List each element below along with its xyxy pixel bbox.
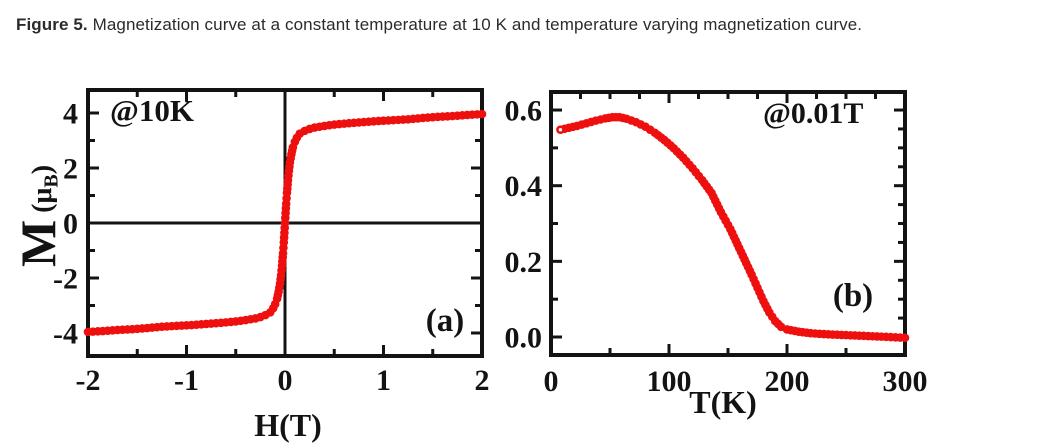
svg-text:-4: -4	[53, 318, 78, 351]
svg-text:-2: -2	[53, 263, 78, 296]
x-axis-label-temperature: T(K)	[689, 384, 757, 420]
svg-text:0.6: 0.6	[505, 95, 543, 128]
panel-a-label: (a)	[425, 303, 465, 339]
svg-text:-1: -1	[174, 364, 199, 397]
svg-text:2: 2	[475, 364, 490, 397]
svg-text:200: 200	[765, 365, 810, 398]
svg-text:0.2: 0.2	[505, 246, 543, 279]
svg-text:2: 2	[63, 152, 78, 185]
svg-text:4: 4	[63, 97, 78, 130]
figure-caption-text: Magnetization curve at a constant temper…	[87, 15, 863, 34]
svg-text:300: 300	[883, 365, 928, 398]
magnetization-vs-field-plot: -2 -1 0 1 2 -4 -2 0 2 4	[53, 88, 490, 397]
temperature-condition-annotation: @0.01T	[763, 97, 864, 130]
x-axis-label-field: H(T)	[254, 407, 322, 443]
figure-caption: Figure 5. Magnetization curve at a const…	[16, 15, 1028, 35]
y-axis-label-magnetization: M (μB)	[10, 164, 66, 268]
figure-caption-label: Figure 5.	[16, 15, 88, 34]
y-axis-label-m: M	[10, 219, 66, 268]
svg-text:1: 1	[376, 364, 391, 397]
svg-text:0: 0	[278, 364, 293, 397]
svg-text:0.0: 0.0	[505, 321, 543, 354]
svg-text:100: 100	[647, 365, 692, 398]
field-condition-annotation: @10K	[110, 93, 194, 128]
svg-text:0.4: 0.4	[505, 170, 543, 203]
svg-text:0: 0	[63, 208, 78, 241]
magnetization-vs-temperature-plot: 0 100 200 300 0.0 0.2 0.4 0.6	[505, 90, 928, 398]
svg-text:-2: -2	[76, 364, 101, 397]
svg-text:0: 0	[544, 365, 559, 398]
panel-b-label: (b)	[832, 278, 874, 314]
